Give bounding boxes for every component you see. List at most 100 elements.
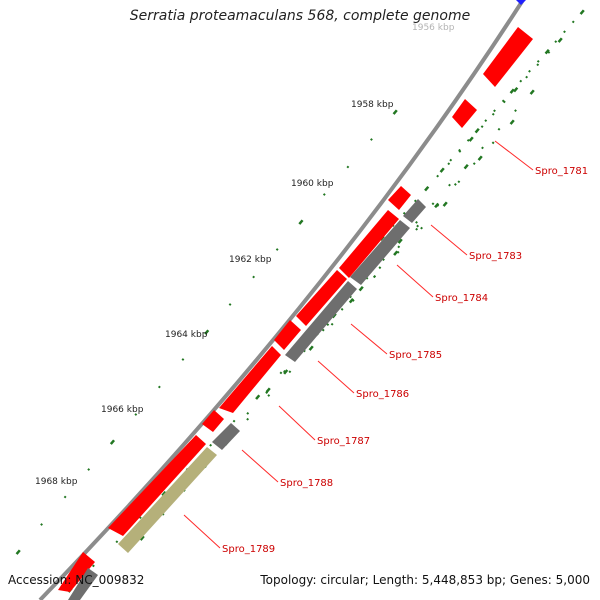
gene-arrow bbox=[483, 27, 533, 87]
tick-dot bbox=[439, 167, 445, 173]
tick-dot bbox=[536, 59, 540, 63]
tick-label: 1962 kbp bbox=[229, 255, 272, 265]
gene-label: Spro_1784 bbox=[435, 293, 488, 304]
gene-arrow bbox=[274, 320, 301, 350]
genome-backbone bbox=[38, 0, 525, 600]
tick-dot bbox=[255, 394, 261, 400]
tick-dot bbox=[322, 193, 326, 196]
tick-dot bbox=[92, 564, 95, 568]
tick-dot bbox=[579, 9, 585, 15]
tick-dot bbox=[544, 48, 550, 55]
gene-arrow bbox=[202, 410, 224, 432]
gene-arrow bbox=[212, 423, 240, 450]
tick-dot bbox=[139, 535, 145, 541]
tick-dot bbox=[63, 495, 67, 499]
tick-dot bbox=[493, 109, 496, 113]
gene-arrow bbox=[68, 568, 98, 600]
tick-dot bbox=[392, 109, 398, 115]
tick-dot bbox=[477, 155, 483, 161]
tick-dot bbox=[204, 329, 210, 335]
tick-dot bbox=[279, 371, 283, 375]
tick-dot bbox=[161, 490, 167, 497]
tick-dot bbox=[252, 275, 256, 279]
tick-dot bbox=[87, 468, 91, 471]
tick-dot bbox=[393, 250, 399, 256]
tick-dot bbox=[416, 224, 420, 228]
tick-dot bbox=[40, 523, 43, 526]
tick-label: 1956 kbp bbox=[412, 23, 455, 33]
blue-feature bbox=[516, 0, 526, 5]
tick-dot bbox=[232, 419, 236, 423]
tick-dot bbox=[157, 385, 161, 389]
gene-arrow-highlight bbox=[118, 447, 217, 553]
tick-dot bbox=[181, 358, 185, 361]
gene-arrow bbox=[219, 346, 281, 413]
gene-arrow bbox=[403, 199, 426, 223]
tick-dot bbox=[519, 79, 523, 83]
tick-dot bbox=[298, 219, 304, 225]
tick-dot bbox=[415, 227, 419, 231]
tick-dot bbox=[397, 238, 403, 244]
tick-dot bbox=[509, 88, 515, 94]
gene-label: Spro_1788 bbox=[280, 478, 333, 489]
tick-dot bbox=[396, 250, 400, 254]
gene-arrow bbox=[388, 186, 411, 210]
tick-dot bbox=[397, 245, 401, 249]
tick-dot bbox=[547, 50, 551, 54]
tick-dot bbox=[267, 394, 271, 397]
tick-dot bbox=[436, 174, 440, 178]
tick-dot bbox=[481, 146, 484, 150]
tick-dot bbox=[209, 443, 213, 447]
tick-dot bbox=[275, 248, 279, 251]
tick-dot bbox=[373, 274, 377, 278]
tick-dot bbox=[525, 75, 529, 79]
gene-label: Spro_1787 bbox=[317, 436, 370, 447]
genome-summary: Topology: circular; Length: 5,448,853 bp… bbox=[260, 573, 590, 587]
tick-dot bbox=[480, 125, 484, 129]
tick-labels: 1956 kbp 1958 kbp 1960 kbp 1962 kbp 1964… bbox=[35, 23, 455, 487]
tick-dot bbox=[497, 127, 501, 131]
tick-dot bbox=[340, 307, 344, 311]
tick-guides bbox=[15, 9, 585, 593]
tick-dot bbox=[448, 183, 451, 187]
tick-dot bbox=[536, 63, 540, 67]
tick-dot bbox=[502, 100, 506, 104]
tick-dot bbox=[420, 226, 423, 230]
tick-dot bbox=[109, 439, 116, 445]
gene-arrow bbox=[296, 270, 347, 326]
tick-dot bbox=[134, 413, 138, 416]
tick-dot bbox=[463, 163, 469, 170]
gene-arrow bbox=[108, 435, 206, 536]
forward-genes bbox=[58, 27, 533, 592]
gene-label: Spro_1786 bbox=[356, 389, 409, 400]
gene-arrow bbox=[58, 552, 95, 592]
tick-dot bbox=[246, 417, 250, 421]
tick-dot bbox=[457, 180, 461, 184]
tick-dot bbox=[415, 220, 418, 224]
gene-label: Spro_1785 bbox=[389, 350, 442, 361]
tick-dot bbox=[472, 162, 476, 166]
tick-dot bbox=[513, 86, 519, 93]
tick-dot bbox=[358, 285, 364, 292]
tick-dot bbox=[246, 411, 250, 415]
tick-label: 1968 kbp bbox=[35, 477, 78, 487]
gene-arrow bbox=[285, 281, 357, 362]
tick-dot bbox=[228, 303, 232, 306]
tick-dot bbox=[288, 370, 292, 374]
tick-dot bbox=[458, 149, 462, 153]
tick-dot bbox=[571, 20, 575, 24]
tick-dot bbox=[468, 136, 474, 142]
tick-dot bbox=[466, 138, 470, 142]
gene-label: Spro_1789 bbox=[222, 544, 275, 555]
tick-dot bbox=[15, 549, 21, 555]
tick-dot bbox=[484, 119, 488, 123]
tick-label: 1958 kbp bbox=[351, 100, 394, 110]
tick-dot bbox=[474, 127, 480, 134]
gene-labels: Spro_1781 Spro_1783 Spro_1784 Spro_1785 … bbox=[222, 166, 588, 555]
tick-dot bbox=[529, 89, 535, 95]
tick-dot bbox=[491, 141, 495, 145]
tick-dot bbox=[436, 204, 440, 207]
tick-dot bbox=[491, 112, 495, 116]
